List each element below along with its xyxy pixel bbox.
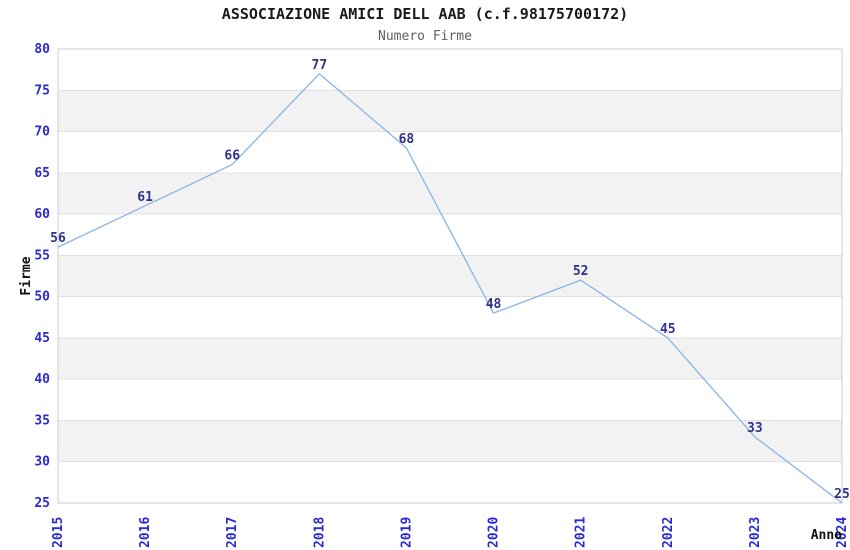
y-axis-title: Firme <box>19 256 34 295</box>
chart-subtitle: Numero Firme <box>378 29 472 44</box>
plot-band <box>58 90 842 132</box>
x-tick-label: 2022 <box>661 517 676 548</box>
plot-bands <box>58 90 842 462</box>
data-label: 77 <box>312 58 328 73</box>
plot-border <box>57 48 843 504</box>
x-tick-label: 2024 <box>835 517 850 548</box>
data-label: 52 <box>573 264 589 279</box>
gridlines <box>58 89 842 463</box>
plot-band <box>58 337 842 380</box>
data-label: 68 <box>399 132 415 147</box>
data-label: 25 <box>834 487 850 502</box>
y-tick-label: 35 <box>34 413 50 428</box>
x-axis-title: Anno <box>811 528 842 543</box>
plot-band <box>58 255 842 297</box>
y-tick-label: 30 <box>34 455 50 470</box>
x-tick-label: 2015 <box>51 517 66 548</box>
y-tick-label: 55 <box>34 248 50 263</box>
data-label: 48 <box>486 297 502 312</box>
y-tick-label: 60 <box>34 207 50 222</box>
series-line <box>57 73 843 504</box>
y-tick-label: 40 <box>34 372 50 387</box>
x-tick-label: 2023 <box>748 517 763 548</box>
plot-band <box>58 420 842 462</box>
y-tick-label: 70 <box>34 125 50 140</box>
y-tick-label: 25 <box>34 496 50 511</box>
data-label: 66 <box>224 149 240 164</box>
x-axis-labels: 2015 2016 2017 2018 2019 2020 2021 2022 2023 2024 <box>51 517 850 548</box>
x-tick-label: 2016 <box>138 517 153 548</box>
data-label: 56 <box>50 231 66 246</box>
data-label: 33 <box>747 421 763 436</box>
y-tick-label: 80 <box>34 42 50 57</box>
x-tick-label: 2018 <box>312 517 327 548</box>
data-label: 45 <box>660 322 676 337</box>
y-tick-label: 45 <box>34 331 50 346</box>
x-tick-label: 2019 <box>399 517 414 548</box>
y-axis-labels: 80 75 70 65 60 55 50 45 40 35 30 25 <box>34 42 50 511</box>
y-tick-label: 75 <box>34 83 50 98</box>
y-tick-label: 50 <box>34 290 50 305</box>
x-tick-label: 2017 <box>225 517 240 548</box>
y-tick-label: 65 <box>34 166 50 181</box>
data-label: 61 <box>137 190 153 205</box>
data-labels: 56 61 66 77 68 48 52 45 33 25 <box>50 58 850 502</box>
x-tick-label: 2020 <box>487 517 502 548</box>
plot-band <box>58 172 842 215</box>
x-tick-label: 2021 <box>574 517 589 548</box>
chart-title: ASSOCIAZIONE AMICI DELL AAB (c.f.9817570… <box>222 5 628 23</box>
